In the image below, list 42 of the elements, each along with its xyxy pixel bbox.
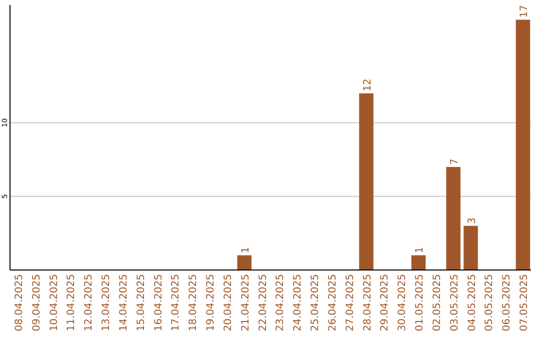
x-tick-label: 10.04.2025 (48, 274, 60, 332)
x-tick-label: 25.04.2025 (310, 274, 322, 332)
data-label: 7 (449, 158, 460, 165)
bar (516, 20, 530, 270)
x-tick-label: 29.04.2025 (380, 274, 391, 332)
x-tick-label: 17.04.2025 (170, 274, 182, 332)
x-tick-label: 27.04.2025 (344, 274, 356, 332)
x-tick-label: 04.05.2025 (466, 274, 478, 332)
x-tick-label: 09.04.2025 (31, 274, 42, 332)
x-tick-label: 02.05.2025 (432, 274, 443, 332)
x-tick-label: 15.04.2025 (136, 274, 147, 332)
x-tick-label: 21.04.2025 (240, 274, 252, 332)
bar (446, 166, 460, 270)
x-tick-label: 18.04.2025 (188, 274, 200, 332)
bar (359, 93, 374, 270)
x-tick-label: 16.04.2025 (153, 274, 164, 332)
bar (237, 255, 252, 270)
x-tick-label: 26.04.2025 (327, 274, 338, 332)
x-tick-label: 30.04.2025 (397, 274, 408, 332)
bar (411, 255, 426, 270)
x-tick-label: 13.04.2025 (101, 274, 112, 332)
data-label: 3 (466, 217, 478, 224)
data-label: 1 (414, 246, 426, 254)
x-tick-label: 23.04.2025 (275, 274, 286, 332)
data-label: 12 (362, 78, 374, 92)
x-tick-label: 06.05.2025 (502, 274, 513, 332)
x-tick-label: 22.04.2025 (258, 274, 269, 332)
x-tick-label: 11.04.2025 (66, 274, 78, 332)
x-tick-label: 01.05.2025 (414, 274, 426, 332)
data-label: 17 (518, 4, 530, 18)
x-tick-label: 03.05.2025 (449, 274, 460, 332)
x-tick-label: 28.04.2025 (362, 274, 374, 332)
x-tick-label: 14.04.2025 (118, 274, 130, 332)
x-tick-label: 19.04.2025 (206, 274, 217, 332)
data-label: 1 (240, 246, 252, 254)
x-tick-label: 20.04.2025 (222, 274, 234, 332)
x-tick-label: 07.05.2025 (518, 274, 530, 332)
bar (464, 226, 478, 270)
x-tick-label: 08.04.2025 (14, 274, 26, 332)
x-tick-label: 24.04.2025 (292, 274, 304, 332)
x-tick-label: 12.04.2025 (84, 274, 95, 332)
x-tick-label: 05.05.2025 (484, 274, 496, 332)
